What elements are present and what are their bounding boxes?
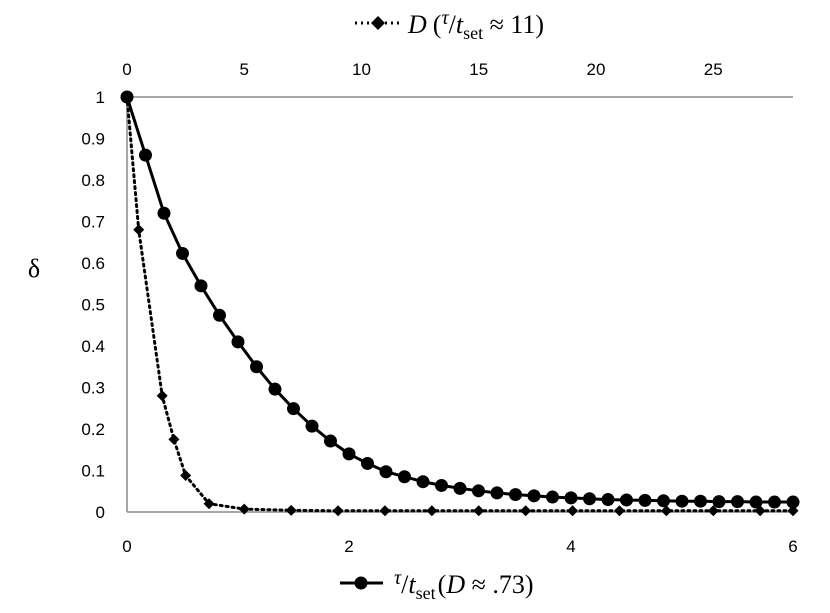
data-point-diamond [121, 91, 133, 103]
data-point-diamond [613, 505, 625, 517]
data-point-diamond [156, 390, 168, 402]
y-tick-label: 0.9 [81, 130, 105, 149]
data-point-circle [250, 360, 264, 374]
bottom-x-tick-label: 4 [566, 537, 575, 556]
data-point-circle [176, 246, 189, 260]
bottom-x-tick-label: 6 [788, 537, 797, 556]
data-point-circle [157, 206, 171, 220]
data-point-circle [749, 495, 763, 509]
data-point-circle [139, 148, 153, 162]
data-point-diamond [332, 505, 344, 517]
data-point-circle [342, 447, 356, 461]
top-x-tick-label: 20 [587, 60, 606, 79]
top-x-tick-labels: 0 5 10 15 20 25 [122, 60, 722, 79]
data-point-diamond [285, 504, 297, 516]
y-tick-label: 0 [96, 503, 105, 522]
y-tick-label: 0.1 [81, 462, 105, 481]
top-legend: D (τ/tset ≈ 11) [355, 7, 544, 43]
y-tick-label: 0.5 [81, 296, 105, 315]
series-dotted-diamond [121, 91, 799, 517]
data-point-circle [472, 484, 486, 498]
data-point-circle [545, 490, 559, 504]
top-x-tick-label: 0 [122, 60, 131, 79]
y-axis-label: δ [28, 254, 40, 283]
data-point-diamond [660, 505, 672, 517]
data-point-diamond [707, 505, 719, 517]
top-legend-diamond-marker [371, 16, 385, 30]
data-point-circle [305, 419, 319, 433]
y-tick-label: 0.8 [81, 171, 105, 190]
data-point-diamond [238, 503, 250, 515]
data-point-diamond [379, 505, 391, 517]
data-point-circle [767, 495, 781, 509]
y-tick-label: 0.6 [81, 254, 105, 273]
data-point-circle [434, 478, 448, 492]
data-point-circle [287, 402, 300, 416]
bottom-legend-circle-marker [354, 576, 368, 590]
data-point-circle [194, 279, 208, 293]
data-point-diamond [168, 433, 180, 445]
data-point-circle [212, 308, 226, 322]
data-point-circle [638, 493, 652, 507]
series-solid-circle [120, 90, 800, 509]
data-point-diamond [754, 505, 766, 517]
series-line [125, 95, 795, 513]
data-point-diamond [203, 498, 215, 510]
data-point-circle [361, 456, 375, 470]
top-x-tick-label: 15 [469, 60, 488, 79]
bottom-legend: τ/tset(D ≈ .73) [340, 567, 534, 603]
top-x-tick-label: 5 [240, 60, 249, 79]
data-point-circle [323, 434, 337, 448]
y-tick-label: 0.7 [81, 213, 105, 232]
data-point-circle [268, 382, 282, 396]
top-x-tick-label: 10 [352, 60, 371, 79]
data-point-circle [675, 494, 689, 508]
data-point-circle [731, 495, 744, 509]
data-point-diamond [520, 505, 532, 517]
data-point-diamond [787, 505, 799, 517]
data-point-circle [786, 495, 800, 509]
data-point-diamond [567, 505, 579, 517]
data-point-diamond [133, 224, 145, 236]
data-point-circle [712, 495, 726, 509]
data-point-circle [656, 494, 670, 508]
y-tick-label: 0.3 [81, 379, 105, 398]
data-point-circle [490, 486, 504, 500]
bottom-axis-label: τ/tset(D ≈ .73) [394, 567, 534, 603]
data-point-circle [527, 489, 541, 503]
data-point-circle [509, 488, 522, 502]
data-point-circle [694, 494, 708, 508]
y-tick-label: 0.4 [81, 337, 105, 356]
data-point-circle [583, 492, 597, 506]
data-point-diamond [426, 505, 438, 517]
top-axis-label: D (τ/tset ≈ 11) [407, 7, 544, 43]
data-point-circle [620, 493, 633, 507]
data-point-circle [564, 491, 578, 505]
data-point-circle [601, 493, 615, 507]
data-point-circle [379, 465, 393, 479]
top-x-tick-label: 25 [704, 60, 723, 79]
data-point-circle [453, 481, 467, 495]
series-line [125, 96, 793, 504]
y-tick-labels: 0 0.1 0.2 0.3 0.4 0.5 0.6 0.7 0.8 0.9 1 [81, 88, 105, 522]
y-tick-label: 0.2 [81, 420, 105, 439]
y-tick-label: 1 [96, 88, 105, 107]
data-point-circle [398, 470, 411, 484]
bottom-x-tick-label: 2 [344, 537, 353, 556]
series-layer [120, 90, 800, 517]
bottom-x-tick-label: 0 [122, 537, 131, 556]
data-point-diamond [473, 505, 485, 517]
data-point-circle [231, 335, 245, 349]
data-point-circle [416, 475, 430, 489]
data-point-diamond [180, 469, 192, 481]
bottom-x-tick-labels: 0 2 4 6 [122, 537, 797, 556]
